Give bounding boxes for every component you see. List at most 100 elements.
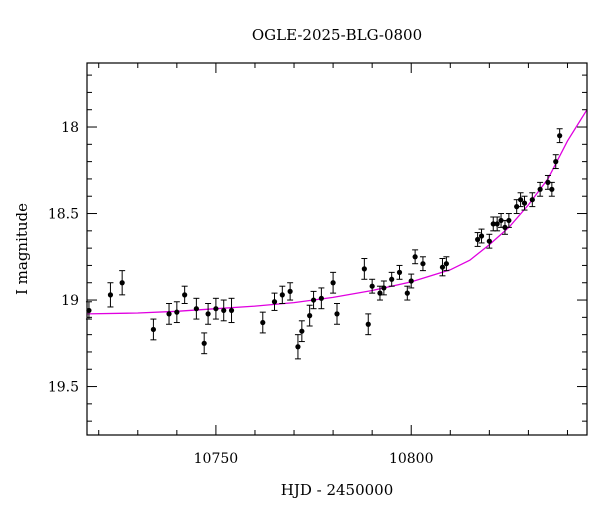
data-point bbox=[388, 271, 395, 287]
point-marker bbox=[420, 261, 426, 267]
data-point bbox=[412, 249, 419, 265]
data-point bbox=[478, 228, 485, 244]
data-point bbox=[279, 285, 286, 305]
chart-title: OGLE-2025-BLG-0800 bbox=[252, 26, 422, 44]
point-marker bbox=[330, 280, 336, 286]
data-point bbox=[193, 297, 200, 320]
data-point bbox=[513, 199, 520, 215]
data-point bbox=[173, 301, 180, 324]
point-marker bbox=[307, 313, 313, 319]
point-marker bbox=[166, 311, 172, 317]
point-marker bbox=[553, 159, 559, 165]
data-point bbox=[517, 192, 524, 208]
point-marker bbox=[299, 328, 305, 334]
y-tick-label: 18.5 bbox=[48, 207, 79, 223]
point-marker bbox=[490, 221, 496, 227]
point-marker bbox=[150, 326, 157, 333]
point-marker bbox=[205, 311, 211, 317]
point-marker bbox=[439, 264, 446, 270]
point-marker bbox=[318, 295, 324, 301]
data-point bbox=[181, 285, 188, 305]
point-marker bbox=[228, 307, 235, 314]
data-point bbox=[380, 280, 387, 296]
data-point bbox=[365, 313, 372, 336]
plot-frame bbox=[86, 62, 588, 436]
point-marker bbox=[514, 204, 520, 210]
data-point bbox=[228, 297, 235, 324]
data-point bbox=[259, 311, 266, 334]
data-point bbox=[439, 258, 446, 277]
data-point bbox=[294, 334, 301, 360]
x-tick-label: 10750 bbox=[194, 451, 239, 467]
y-axis-label: I magnitude bbox=[13, 203, 31, 295]
data-point bbox=[474, 232, 481, 247]
point-marker bbox=[506, 217, 512, 224]
point-marker bbox=[521, 200, 528, 206]
data-point bbox=[201, 332, 208, 355]
point-marker bbox=[201, 340, 207, 346]
point-marker bbox=[494, 221, 500, 227]
point-marker bbox=[443, 261, 449, 267]
data-point bbox=[552, 154, 559, 170]
point-marker bbox=[412, 254, 418, 260]
point-marker bbox=[498, 217, 504, 224]
point-marker bbox=[287, 288, 293, 294]
data-point bbox=[306, 304, 313, 327]
data-point bbox=[486, 233, 493, 249]
data-point bbox=[220, 299, 227, 322]
point-marker bbox=[537, 186, 543, 192]
point-marker bbox=[389, 276, 395, 282]
point-marker bbox=[408, 278, 414, 284]
y-tick-label: 18 bbox=[61, 120, 79, 136]
axis-ticks: 10750 10800 18 18.5 19 19.5 bbox=[48, 63, 587, 467]
data-point bbox=[318, 287, 325, 310]
data-point bbox=[537, 181, 544, 197]
data-point bbox=[166, 303, 173, 325]
point-marker bbox=[361, 266, 367, 272]
point-marker bbox=[260, 319, 266, 326]
point-marker bbox=[486, 238, 492, 244]
point-marker bbox=[502, 224, 508, 230]
data-point bbox=[556, 128, 563, 144]
point-marker bbox=[221, 307, 227, 314]
data-point bbox=[396, 264, 403, 280]
point-marker bbox=[174, 309, 180, 315]
data-point bbox=[205, 303, 212, 325]
data-point bbox=[298, 320, 305, 343]
point-marker bbox=[279, 292, 285, 298]
data-point bbox=[443, 256, 450, 272]
data-point bbox=[330, 271, 337, 294]
data-point bbox=[361, 258, 368, 280]
data-point bbox=[287, 282, 294, 301]
data-point bbox=[107, 282, 114, 308]
point-marker bbox=[369, 283, 375, 289]
point-marker bbox=[213, 306, 219, 312]
y-tick-label: 19 bbox=[61, 293, 79, 309]
point-marker bbox=[557, 133, 563, 139]
data-point bbox=[505, 213, 512, 228]
data-point bbox=[419, 256, 426, 272]
point-marker bbox=[404, 290, 410, 296]
model-curve-layer bbox=[86, 109, 588, 315]
data-point bbox=[271, 292, 278, 311]
point-marker bbox=[310, 297, 317, 303]
data-point bbox=[494, 216, 501, 232]
point-marker bbox=[295, 344, 301, 350]
point-marker bbox=[478, 233, 485, 239]
data-point bbox=[544, 174, 551, 190]
point-marker bbox=[182, 292, 188, 298]
point-marker bbox=[86, 307, 92, 314]
point-marker bbox=[119, 280, 125, 286]
point-marker bbox=[475, 236, 481, 243]
point-marker bbox=[549, 186, 555, 192]
data-point bbox=[150, 318, 157, 341]
data-point bbox=[212, 297, 219, 320]
point-marker bbox=[396, 269, 403, 275]
data-point bbox=[310, 290, 317, 310]
data-point bbox=[408, 273, 415, 289]
y-tick-label: 19.5 bbox=[48, 380, 79, 396]
data-point bbox=[548, 181, 555, 197]
point-marker bbox=[107, 292, 114, 298]
point-marker bbox=[381, 285, 387, 291]
